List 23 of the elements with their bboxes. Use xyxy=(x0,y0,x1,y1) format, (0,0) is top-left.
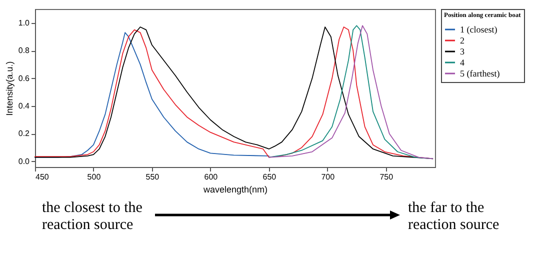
legend-label: 3 xyxy=(460,46,465,56)
legend-label: 1 (closest) xyxy=(460,24,498,34)
y-tick-label: 1.0 xyxy=(18,18,30,28)
y-axis-title: Intensity(a.u.) xyxy=(4,61,14,116)
legend-label: 2 xyxy=(460,36,464,46)
y-tick-label: 0.8 xyxy=(18,46,30,56)
y-tick-label: 0.0 xyxy=(18,156,30,166)
text: the far to the reaction source xyxy=(408,200,500,234)
legend-label: 5 (farthest) xyxy=(460,68,500,78)
y-tick-label: 0.4 xyxy=(18,102,30,111)
x-tick-label: 500 xyxy=(87,172,102,182)
x-tick-label: 600 xyxy=(204,172,218,182)
x-tick-label: 450 xyxy=(36,172,50,182)
x-tick-label: 750 xyxy=(380,172,394,182)
x-axis-title: wavelength(nm) xyxy=(202,184,268,194)
x-tick-label: 650 xyxy=(262,172,277,182)
x-tick-label: 550 xyxy=(146,172,160,182)
line-series xyxy=(268,25,434,160)
legend-label: 4 xyxy=(460,58,465,68)
y-tick-label: 0.6 xyxy=(18,74,30,83)
x-tick-label: 700 xyxy=(321,172,336,182)
y-tick-label: 0.2 xyxy=(18,129,30,138)
text: the closest to the reaction source xyxy=(42,200,144,234)
